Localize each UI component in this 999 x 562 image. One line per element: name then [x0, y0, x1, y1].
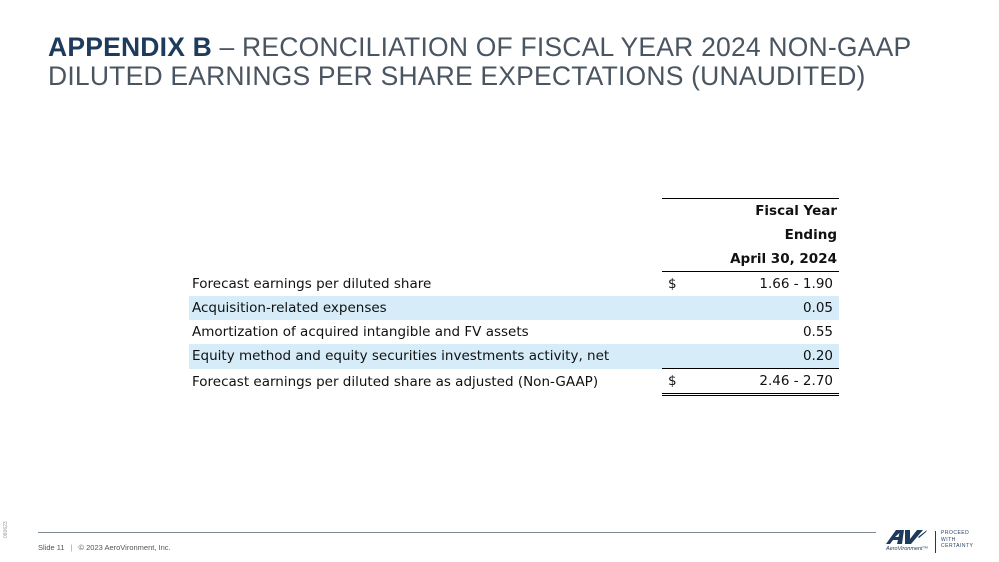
copyright-text: © 2023 AeroVironment, Inc. [78, 543, 171, 552]
currency-symbol [662, 320, 689, 344]
side-code: 060623 [3, 521, 9, 538]
row-label: Amortization of acquired intangible and … [192, 324, 529, 340]
av-logo-icon [886, 530, 927, 544]
currency-symbol: $ [661, 368, 690, 396]
row-label: Acquisition-related expenses [189, 296, 662, 320]
title-text: – RECONCILIATION OF FISCAL YEAR 2024 NON… [48, 32, 911, 91]
row-value: 1.66 - 1.90 [759, 276, 833, 292]
logo-tagline: PROCEED WITH CERTAINTY [941, 530, 974, 549]
table-row: Acquisition-related expenses 0.05 [189, 296, 839, 320]
row-value: 0.20 [689, 344, 839, 369]
table-row-total: Forecast earnings per diluted share as a… [189, 368, 839, 396]
slide-number: Slide 11 [38, 543, 65, 552]
column-header-line-1: Fiscal Year [689, 198, 839, 223]
row-value: 0.55 [802, 324, 833, 340]
footer-divider [38, 532, 876, 533]
title-appendix-label: APPENDIX B [48, 32, 212, 62]
reconciliation-table: Fiscal Year Ending April 30, 2024 Foreca… [189, 198, 839, 396]
currency-symbol [661, 296, 690, 320]
table-row: Equity method and equity securities inve… [189, 344, 839, 369]
page-title: APPENDIX B – RECONCILIATION OF FISCAL YE… [48, 33, 978, 91]
table-row: Forecast earnings per diluted share $ 1.… [189, 272, 839, 297]
header-row-1: Fiscal Year [189, 198, 839, 223]
row-label: Forecast earnings per diluted share as a… [192, 373, 599, 390]
header-row-2: Ending [189, 223, 839, 247]
column-header-line-3: April 30, 2024 [689, 247, 839, 272]
footer-separator: | [70, 543, 73, 552]
currency-symbol [661, 344, 690, 369]
logo-brand-name: AeroVironment™ [886, 546, 929, 552]
row-value: 2.46 - 2.70 [689, 368, 839, 396]
table-row: Amortization of acquired intangible and … [189, 320, 839, 344]
header-row-3: April 30, 2024 [189, 247, 839, 272]
aerovironment-logo: AeroVironment™ PROCEED WITH CERTAINTY [884, 529, 989, 555]
row-label: Equity method and equity securities inve… [189, 344, 662, 369]
currency-symbol: $ [667, 276, 677, 292]
logo-divider [935, 531, 936, 553]
column-header-line-2: Ending [784, 227, 837, 243]
footer: Slide 11 | © 2023 AeroVironment, Inc. [38, 543, 171, 552]
row-label: Forecast earnings per diluted share [192, 275, 432, 292]
row-value: 0.05 [689, 296, 839, 320]
